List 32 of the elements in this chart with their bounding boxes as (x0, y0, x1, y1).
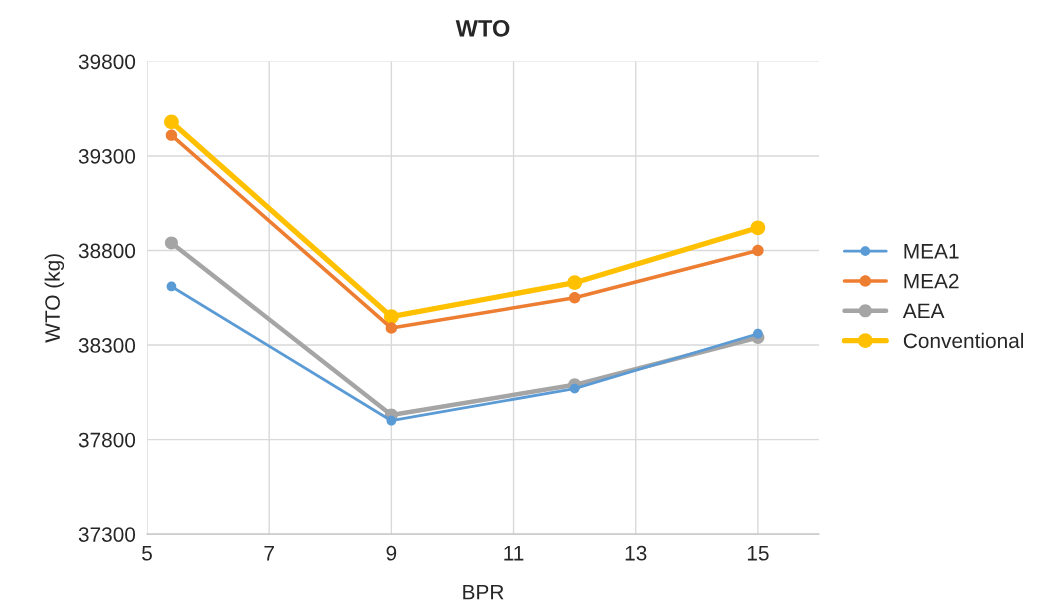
x-tick-label: 9 (386, 545, 397, 561)
legend-label: MEA2 (904, 273, 959, 289)
point (165, 129, 178, 141)
x-tick-label: 5 (142, 546, 152, 561)
y-axis-title: WTO (kg) (44, 254, 65, 343)
x-tick-label: 7 (264, 546, 274, 561)
point (386, 415, 397, 426)
y-tick-label: 38300 (78, 338, 136, 353)
y-tick-label: 37800 (78, 432, 136, 448)
legend-label: AEA (902, 303, 945, 319)
point (569, 383, 580, 394)
y-tick-label: 39300 (78, 148, 136, 164)
x-tick-label: 15 (747, 546, 769, 561)
y-tick-label: 38800 (78, 243, 136, 259)
y-tick-label: 37300 (78, 527, 136, 542)
legend-label: Conventional (903, 332, 1024, 349)
legend-label: MEA1 (904, 244, 959, 259)
point (166, 281, 177, 292)
point (753, 328, 763, 339)
point (385, 322, 398, 334)
point (164, 114, 179, 130)
x-tick-label: 13 (625, 545, 647, 561)
point (568, 292, 581, 304)
point (384, 309, 399, 325)
y-tick-label: 39800 (78, 54, 136, 70)
chart-title: WTO (455, 19, 510, 37)
point (752, 244, 764, 257)
x-axis-title: BPR (463, 584, 504, 600)
point (567, 275, 582, 291)
x-tick-label: 11 (504, 546, 524, 561)
point (164, 236, 178, 250)
point (750, 220, 766, 236)
